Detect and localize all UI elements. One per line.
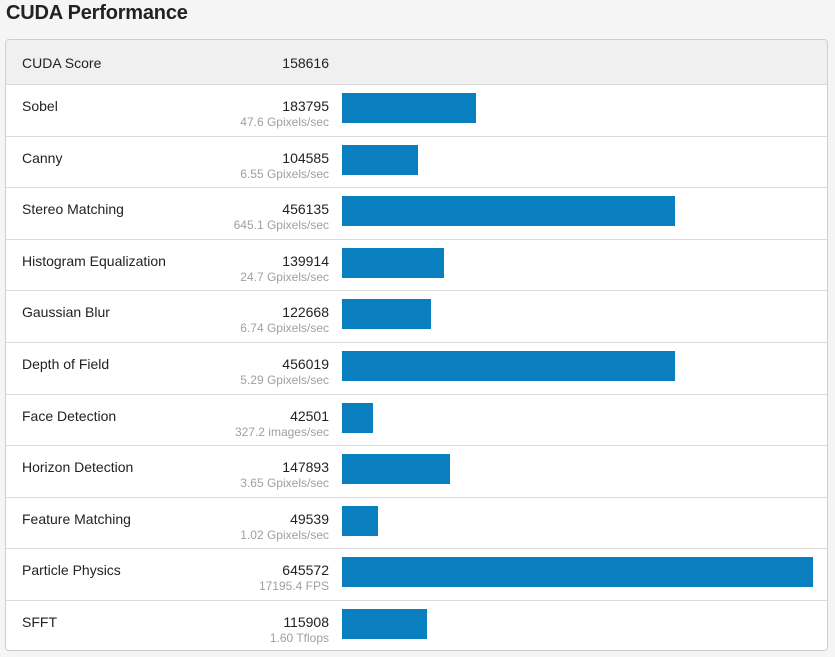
benchmark-throughput: 327.2 images/sec (234, 424, 329, 439)
score-bar (342, 299, 431, 330)
benchmark-name: Horizon Detection (22, 459, 134, 476)
benchmark-name: Gaussian Blur (22, 304, 110, 321)
benchmark-row: Face Detection 42501 327.2 images/sec (6, 395, 827, 447)
benchmark-throughput: 6.74 Gpixels/sec (240, 321, 329, 336)
benchmark-name: Particle Physics (22, 562, 121, 579)
benchmark-score: 645572 (282, 562, 329, 579)
benchmark-row: Feature Matching 49539 1.02 Gpixels/sec (6, 498, 827, 550)
benchmark-throughput: 6.55 Gpixels/sec (240, 166, 329, 181)
benchmark-score: 115908 (283, 614, 329, 630)
benchmark-throughput: 1.60 Tflops (269, 631, 329, 645)
score-bar (342, 454, 450, 485)
score-bar (342, 557, 813, 588)
summary-score: 158616 (282, 55, 329, 71)
benchmark-score: 49539 (290, 510, 329, 527)
benchmark-row: Histogram Equalization 139914 24.7 Gpixels… (6, 240, 827, 292)
score-bar (342, 505, 378, 536)
benchmark-row: Canny 104585 6.55 Gpixels/sec (6, 137, 827, 189)
benchmark-row: SFFT 115908 1.60 Tflops (6, 601, 827, 650)
benchmark-score: 104585 (282, 149, 329, 166)
benchmark-throughput: 24.7 Gpixels/sec (240, 269, 329, 284)
benchmark-name: SFFT (22, 614, 57, 630)
page-title: CUDA Performance (6, 2, 188, 24)
benchmark-throughput: 3.65 Gpixels/sec (240, 476, 329, 491)
summary-row: CUDA Score 158616 (6, 40, 827, 85)
benchmark-name: Feature Matching (22, 510, 131, 527)
benchmark-row: Gaussian Blur 122668 6.74 Gpixels/sec (6, 291, 827, 343)
benchmark-score: 456135 (282, 201, 329, 218)
benchmark-throughput: 1.02 Gpixels/sec (240, 527, 329, 542)
benchmark-score: 147893 (282, 459, 329, 476)
benchmark-name: Depth of Field (22, 356, 110, 372)
benchmark-name: Canny (22, 149, 63, 166)
benchmark-name: Histogram Equalization (22, 252, 166, 269)
score-bar (342, 402, 373, 433)
score-bar (342, 351, 675, 381)
benchmark-throughput: 17195.4 FPS (258, 579, 329, 594)
benchmark-throughput: 645.1 Gpixels/sec (233, 218, 329, 233)
benchmark-row: Stereo Matching 456135 645.1 Gpixels/sec (6, 188, 827, 240)
benchmark-row: Sobel 183795 47.6 Gpixels/sec (6, 85, 827, 137)
benchmark-row: Depth of Field 456019 5.29 Gpixels/sec (6, 343, 827, 395)
score-bar (342, 609, 427, 639)
benchmark-row: Particle Physics 645572 17195.4 FPS (6, 549, 827, 601)
benchmark-score: 42501 (290, 407, 329, 424)
benchmark-name: Face Detection (22, 407, 117, 424)
results-panel: CUDA Score 158616 Sobel 183795 47.6 Gpixel… (5, 39, 828, 651)
score-bar (342, 247, 444, 278)
benchmark-score: 456019 (282, 356, 329, 372)
benchmark-score: 139914 (282, 252, 329, 269)
benchmark-name: Sobel (22, 98, 58, 114)
benchmark-name: Stereo Matching (22, 201, 124, 218)
score-bar (342, 144, 418, 175)
benchmark-throughput: 47.6 Gpixels/sec (240, 115, 329, 129)
score-bar (342, 196, 675, 227)
benchmark-throughput: 5.29 Gpixels/sec (240, 373, 329, 387)
score-bar (342, 93, 476, 123)
benchmark-score: 183795 (282, 98, 329, 114)
summary-label: CUDA Score (22, 55, 102, 71)
benchmark-score: 122668 (282, 304, 329, 321)
benchmark-row: Horizon Detection 147893 3.65 Gpixels/sec (6, 446, 827, 498)
